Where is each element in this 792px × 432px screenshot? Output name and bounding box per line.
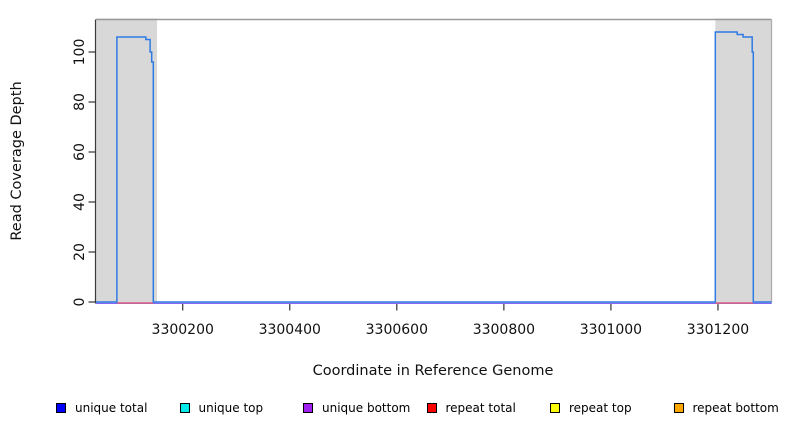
x-tick-label: 3301200: [687, 322, 749, 338]
series-unique-total: [96, 31, 772, 303]
y-tick-label: 80: [72, 93, 88, 111]
x-tick-label: 3301000: [580, 322, 642, 338]
y-tick-label: 0: [72, 298, 88, 307]
x-tick-label: 3300400: [259, 322, 321, 338]
y-tick-label: 40: [72, 193, 88, 211]
y-tick-label: 20: [72, 243, 88, 261]
y-tick-label: 100: [72, 39, 88, 66]
x-tick-label: 3300200: [152, 322, 214, 338]
shaded-region: [715, 18, 772, 303]
shaded-region: [96, 18, 158, 303]
x-axis-title: Coordinate in Reference Genome: [312, 363, 554, 379]
y-tick-label: 60: [72, 143, 88, 161]
x-tick-label: 3300800: [473, 322, 535, 338]
x-tick-label: 3300600: [366, 322, 428, 338]
y-axis-title: Read Coverage Depth: [9, 81, 25, 241]
